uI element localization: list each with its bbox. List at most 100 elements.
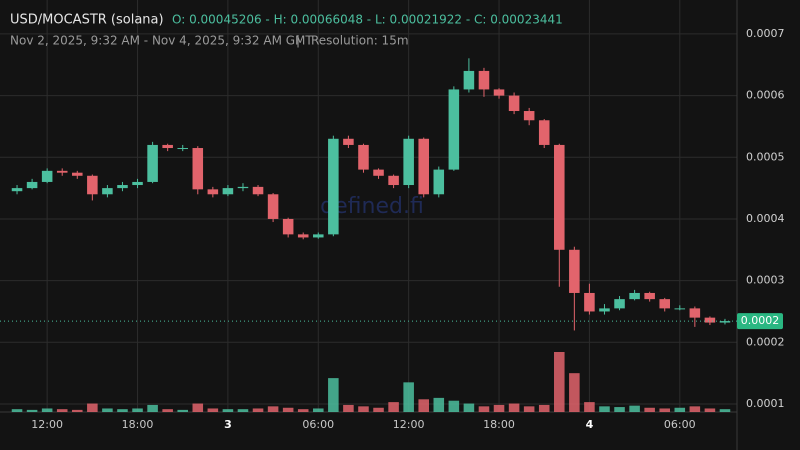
volume-bar bbox=[508, 403, 520, 412]
volume-bar bbox=[554, 352, 565, 412]
candle-body bbox=[222, 188, 234, 195]
volume-bar bbox=[644, 407, 655, 412]
candle-body bbox=[463, 70, 475, 90]
x-tick-label: 18:00 bbox=[122, 418, 154, 431]
volume-bar bbox=[252, 408, 264, 412]
y-tick-label: 0.0004 bbox=[746, 212, 785, 225]
price-label: 0.0002 bbox=[741, 314, 780, 327]
y-tick-label: 0.0006 bbox=[746, 89, 785, 102]
volume-bar bbox=[463, 403, 475, 412]
volume-bar bbox=[478, 406, 490, 412]
y-tick-label: 0.0001 bbox=[746, 397, 785, 410]
candle-body bbox=[26, 181, 38, 189]
x-tick-label: 12:00 bbox=[31, 418, 63, 431]
volume-bar bbox=[117, 409, 128, 412]
volume-bar bbox=[629, 405, 640, 412]
volume-bar bbox=[237, 409, 249, 412]
candle-body bbox=[267, 194, 279, 219]
candle-body bbox=[328, 138, 339, 235]
candle-body bbox=[689, 308, 701, 318]
candle-body bbox=[493, 89, 505, 96]
candle-body bbox=[719, 321, 731, 323]
volume-bar bbox=[297, 409, 309, 412]
volume-bar bbox=[584, 402, 595, 412]
candle-body bbox=[177, 148, 188, 150]
price-label-box bbox=[737, 313, 783, 330]
volume-bar bbox=[599, 406, 610, 412]
y-tick-label: 0.0007 bbox=[746, 27, 785, 40]
chart-title: USD/MOCASTR (solana) bbox=[10, 13, 164, 28]
candle-body bbox=[72, 172, 83, 176]
separator: | bbox=[296, 34, 300, 48]
subtitle: Nov 2, 2025, 9:32 AM - Nov 4, 2025, 9:32… bbox=[10, 34, 313, 48]
x-tick-label: 06:00 bbox=[664, 418, 696, 431]
volume-bar bbox=[523, 406, 535, 412]
candle-body bbox=[282, 218, 294, 235]
volume-bar bbox=[569, 373, 580, 412]
volume-bar bbox=[614, 407, 625, 412]
candle-body bbox=[644, 292, 655, 300]
candle-body bbox=[538, 120, 550, 145]
candle-body bbox=[373, 169, 384, 176]
candle-body bbox=[403, 138, 414, 186]
candle-body bbox=[132, 181, 143, 186]
candle-body bbox=[237, 186, 249, 189]
volume-bar bbox=[147, 404, 158, 412]
candle-body bbox=[102, 188, 113, 195]
volume-bar bbox=[689, 406, 701, 412]
volume-bar bbox=[56, 409, 68, 412]
volume-bar bbox=[674, 407, 686, 412]
candle-body bbox=[41, 170, 53, 182]
x-tick-label: 06:00 bbox=[302, 418, 334, 431]
volume-bar bbox=[11, 409, 23, 412]
candle-body bbox=[11, 188, 23, 192]
volume-bar bbox=[358, 406, 369, 412]
candle-body bbox=[192, 148, 204, 190]
volume-bar bbox=[433, 397, 445, 412]
candle-body bbox=[147, 144, 158, 182]
volume-bar bbox=[267, 406, 279, 412]
volume-bar bbox=[177, 409, 188, 412]
volume-bar bbox=[719, 409, 731, 412]
volume-bar bbox=[207, 408, 219, 412]
volume-bar bbox=[313, 408, 324, 412]
candle-body bbox=[343, 138, 354, 145]
candle-body bbox=[659, 299, 670, 309]
volume-bar bbox=[538, 404, 550, 412]
volume-bar bbox=[162, 409, 173, 412]
candle-body bbox=[584, 292, 595, 312]
volume-bar bbox=[418, 399, 429, 412]
candle-body bbox=[614, 299, 625, 309]
volume-bar bbox=[403, 382, 414, 412]
volume-bar bbox=[102, 408, 113, 412]
candle-body bbox=[674, 308, 686, 310]
volume-bar bbox=[493, 404, 505, 412]
volume-bar bbox=[41, 408, 53, 412]
volume-bar bbox=[132, 408, 143, 412]
candle-body bbox=[448, 89, 460, 170]
candle-body bbox=[252, 186, 264, 195]
candle-body bbox=[56, 170, 68, 173]
volume-bar bbox=[328, 378, 339, 412]
candle-body bbox=[433, 169, 445, 195]
candle-body bbox=[508, 95, 520, 112]
volume-bar bbox=[87, 403, 98, 412]
candle-body bbox=[629, 292, 640, 300]
y-tick-label: 0.0002 bbox=[746, 335, 785, 348]
candle-body bbox=[478, 70, 490, 90]
volume-bar bbox=[373, 407, 384, 412]
y-tick-label: 0.0003 bbox=[746, 274, 785, 287]
candle-body bbox=[569, 249, 580, 293]
x-tick-label: 12:00 bbox=[393, 418, 425, 431]
candle-body bbox=[523, 111, 535, 121]
x-tick-label: 18:00 bbox=[483, 418, 515, 431]
candle-body bbox=[554, 144, 565, 250]
volume-bar bbox=[659, 408, 670, 412]
candle-body bbox=[297, 234, 309, 238]
candle-body bbox=[162, 144, 173, 149]
candle-body bbox=[117, 185, 128, 189]
candle-body bbox=[418, 138, 429, 195]
volume-bar bbox=[448, 400, 460, 412]
candle-body bbox=[358, 144, 369, 170]
